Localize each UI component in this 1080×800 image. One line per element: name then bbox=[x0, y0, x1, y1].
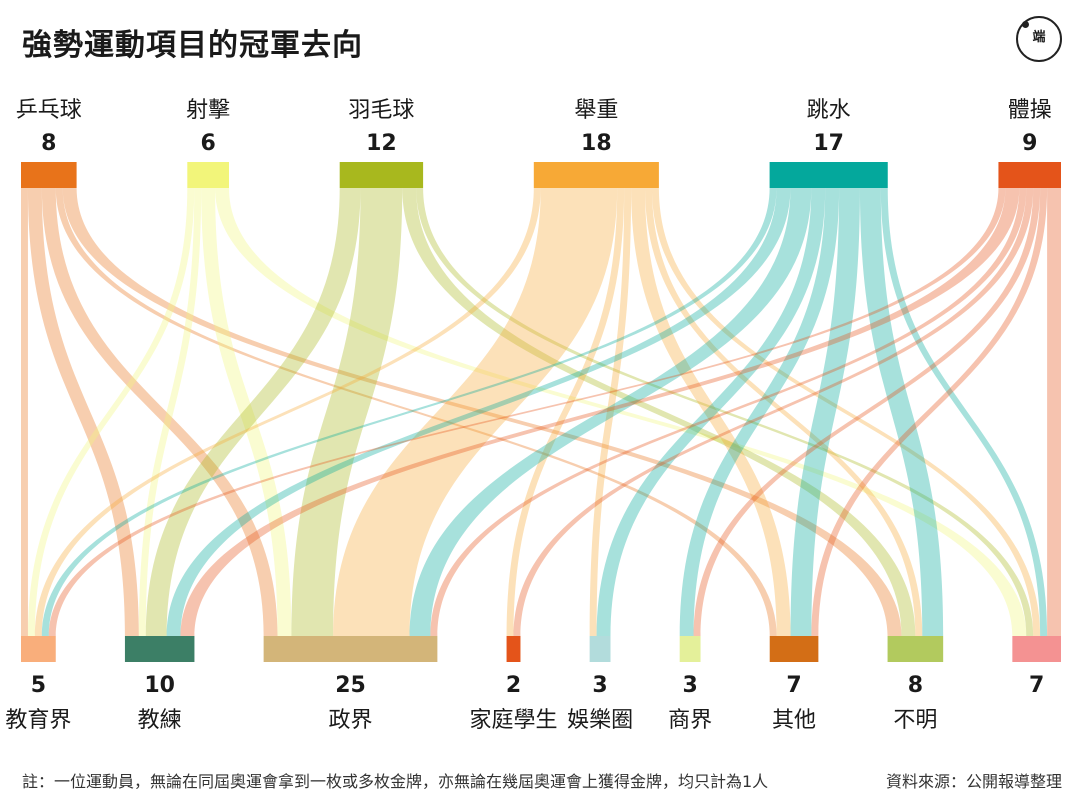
target-value-2: 25 bbox=[335, 673, 366, 698]
source-bar-0 bbox=[21, 162, 77, 188]
target-bars bbox=[21, 636, 1061, 662]
flow-link-5-6 bbox=[811, 188, 1048, 636]
flow-link-3-7 bbox=[645, 188, 923, 636]
target-label-3: 家庭學生 bbox=[470, 708, 558, 733]
flow-link-4-4 bbox=[596, 188, 826, 636]
flow-link-5-8 bbox=[1047, 188, 1061, 636]
target-label-1: 教練 bbox=[138, 708, 182, 733]
target-label-7: 不明 bbox=[893, 708, 937, 733]
flow-link-3-3 bbox=[506, 188, 625, 636]
flow-link-4-5 bbox=[679, 188, 840, 636]
source-label-3: 舉重 bbox=[574, 98, 618, 123]
target-value-0: 5 bbox=[31, 673, 46, 698]
target-bar-0 bbox=[21, 636, 56, 662]
flow-link-1-0 bbox=[27, 188, 195, 636]
target-value-7: 8 bbox=[908, 673, 923, 698]
flow-link-5-0 bbox=[48, 188, 1006, 636]
target-value-6: 7 bbox=[786, 673, 801, 698]
flow-link-2-2 bbox=[291, 188, 403, 636]
source-bar-3 bbox=[533, 162, 659, 188]
footnote: 註：一位運動員，無論在同屆奧運會拿到一枚或多枚金牌，亦無論在幾屆奧運會上獲得金牌… bbox=[22, 772, 769, 791]
sankey-chart: 乒乓球 8 射擊 6 羽毛球 12 舉重 18 跳水 17 體操 9 5 教育界 10 教練 25 政界 2 家庭學生… bbox=[5, 98, 1061, 733]
source-bar-1 bbox=[187, 162, 229, 188]
source-bar-5 bbox=[998, 162, 1061, 188]
flow-link-0-1 bbox=[27, 188, 139, 636]
flow-link-3-2 bbox=[333, 188, 618, 636]
flow-link-4-0 bbox=[41, 188, 777, 636]
flow-link-2-7 bbox=[402, 188, 916, 636]
flow-link-5-3 bbox=[513, 188, 1034, 636]
target-label-5: 商界 bbox=[668, 708, 712, 733]
flow-link-1-1 bbox=[138, 188, 202, 636]
flow-link-2-8 bbox=[416, 188, 1034, 636]
source-label-2: 羽毛球 bbox=[348, 98, 414, 123]
source-label-0: 乒乓球 bbox=[16, 98, 82, 123]
logo-icon: 端 bbox=[1016, 16, 1062, 62]
flow-link-0-7 bbox=[62, 188, 902, 636]
source-label-5: 體操 bbox=[1008, 98, 1052, 123]
target-label-0: 教育界 bbox=[5, 708, 71, 733]
logo-text: 端 bbox=[1032, 30, 1046, 45]
target-bar-2 bbox=[263, 636, 438, 662]
source-value-2: 12 bbox=[366, 131, 397, 156]
flow-link-1-2 bbox=[201, 188, 292, 636]
target-bar-8 bbox=[1012, 636, 1061, 662]
flow-link-3-0 bbox=[34, 188, 541, 636]
target-value-5: 3 bbox=[682, 673, 697, 698]
target-value-1: 10 bbox=[144, 673, 175, 698]
node-labels: 乒乓球 8 射擊 6 羽毛球 12 舉重 18 跳水 17 體操 9 5 教育界 10 教練 25 政界 2 家庭學生… bbox=[5, 98, 1051, 733]
source-label-4: 跳水 bbox=[807, 98, 851, 123]
target-bar-7 bbox=[887, 636, 944, 662]
flow-link-0-6 bbox=[55, 188, 777, 636]
source-value-1: 6 bbox=[200, 131, 215, 156]
source-value-3: 18 bbox=[581, 131, 612, 156]
source-value-4: 17 bbox=[813, 131, 844, 156]
flow-link-3-4 bbox=[589, 188, 632, 636]
flow-link-5-1 bbox=[180, 188, 1020, 636]
flow-link-5-2 bbox=[430, 188, 1027, 636]
target-label-6: 其他 bbox=[772, 708, 816, 733]
source-bar-2 bbox=[339, 162, 424, 188]
flow-link-3-6 bbox=[631, 188, 791, 636]
flow-link-4-1 bbox=[166, 188, 791, 636]
source-value-0: 8 bbox=[41, 131, 56, 156]
target-value-3: 2 bbox=[506, 673, 521, 698]
target-bar-1 bbox=[124, 636, 195, 662]
target-value-4: 3 bbox=[592, 673, 607, 698]
source-note: 資料來源：公開報導整理 bbox=[885, 772, 1062, 791]
target-bar-3 bbox=[506, 636, 521, 662]
flow-links bbox=[21, 188, 1061, 636]
logo-dot-icon bbox=[1022, 21, 1029, 28]
flow-link-1-8 bbox=[215, 188, 1027, 636]
target-bar-4 bbox=[589, 636, 611, 662]
chart-title: 強勢運動項目的冠軍去向 bbox=[22, 28, 363, 63]
flow-link-0-2 bbox=[41, 188, 278, 636]
flow-link-3-8 bbox=[651, 188, 1041, 636]
target-bar-6 bbox=[769, 636, 819, 662]
target-label-4: 娛樂圈 bbox=[567, 708, 633, 733]
source-bar-4 bbox=[769, 162, 888, 188]
target-label-2: 政界 bbox=[328, 708, 372, 733]
flow-link-4-6 bbox=[790, 188, 860, 636]
target-bar-5 bbox=[679, 636, 701, 662]
target-value-8: 7 bbox=[1029, 673, 1044, 698]
source-bars bbox=[21, 162, 1061, 188]
flow-link-4-2 bbox=[409, 188, 812, 636]
source-label-1: 射擊 bbox=[186, 98, 230, 123]
flow-link-2-1 bbox=[145, 188, 361, 636]
flow-link-5-5 bbox=[693, 188, 1041, 636]
flow-link-4-8 bbox=[880, 188, 1048, 636]
flow-link-4-7 bbox=[859, 188, 944, 636]
flow-link-0-0 bbox=[21, 188, 28, 636]
source-value-5: 9 bbox=[1022, 131, 1037, 156]
